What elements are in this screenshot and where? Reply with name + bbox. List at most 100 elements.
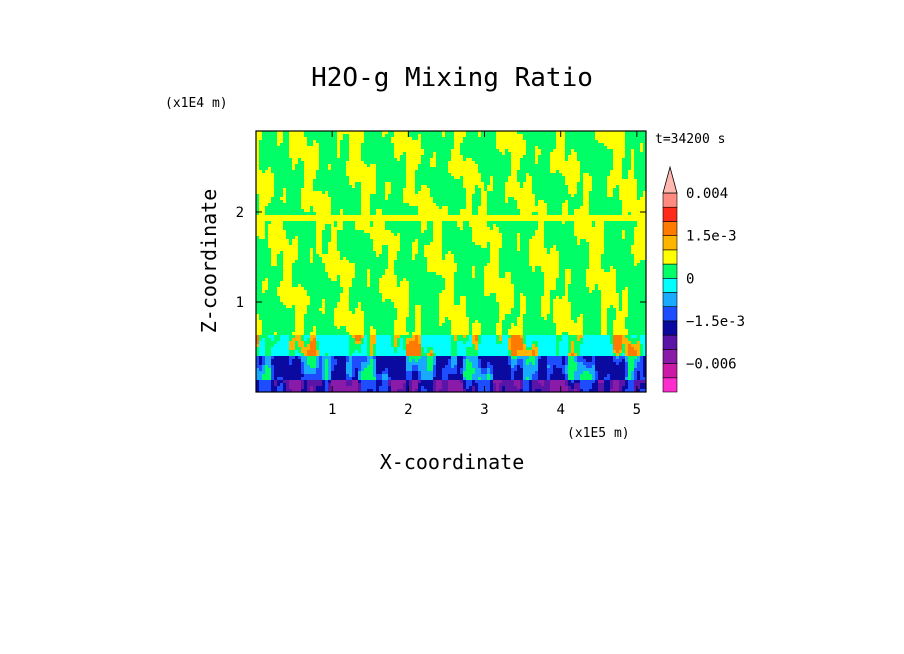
field-cell [406, 203, 410, 207]
field-cell [406, 155, 410, 159]
field-cell [319, 209, 323, 213]
field-cell [547, 215, 551, 219]
field-cell [373, 158, 377, 162]
field-cell [319, 149, 323, 153]
field-cell [292, 224, 296, 228]
field-cell [265, 242, 269, 246]
field-cell [307, 224, 311, 228]
field-cell [580, 137, 584, 141]
field-cell [466, 185, 470, 189]
field-cell [619, 158, 623, 162]
field-cell [457, 194, 461, 198]
field-cell [355, 242, 359, 246]
field-cell [400, 149, 404, 153]
field-cell [574, 149, 578, 153]
field-cell [403, 185, 407, 189]
field-cell [376, 134, 380, 138]
field-cell [487, 209, 491, 213]
field-cell [256, 242, 260, 246]
field-cell [304, 209, 308, 213]
field-cell [610, 197, 614, 201]
field-cell [367, 143, 371, 147]
field-cell [370, 215, 374, 219]
field-cell [634, 167, 638, 171]
field-cell [436, 191, 440, 195]
field-cell [565, 191, 569, 195]
field-cell [529, 185, 533, 189]
field-cell [424, 239, 428, 243]
field-cell [520, 230, 524, 234]
field-cell [268, 143, 272, 147]
field-cell [583, 212, 587, 216]
field-cell [484, 239, 488, 243]
field-cell [475, 182, 479, 186]
field-cell [544, 197, 548, 201]
field-cell [520, 221, 524, 225]
field-cell [430, 149, 434, 153]
field-cell [256, 158, 260, 162]
field-cell [424, 206, 428, 210]
field-cell [457, 185, 461, 189]
field-cell [586, 200, 590, 204]
field-cell [331, 188, 335, 192]
field-cell [412, 155, 416, 159]
field-cell [559, 200, 563, 204]
field-cell [529, 239, 533, 243]
field-cell [502, 218, 506, 222]
field-cell [553, 140, 557, 144]
field-cell [613, 182, 617, 186]
field-cell [388, 185, 392, 189]
field-cell [331, 218, 335, 222]
field-cell [613, 158, 617, 162]
field-cell [439, 176, 443, 180]
field-cell [484, 152, 488, 156]
field-cell [622, 203, 626, 207]
field-cell [538, 164, 542, 168]
field-cell [340, 176, 344, 180]
field-cell [637, 176, 641, 180]
field-cell [586, 215, 590, 219]
field-cell [328, 158, 332, 162]
field-cell [286, 179, 290, 183]
field-cell [379, 134, 383, 138]
field-cell [256, 215, 260, 219]
field-cell [355, 173, 359, 177]
field-cell [484, 230, 488, 234]
field-cell [553, 173, 557, 177]
field-cell [289, 200, 293, 204]
field-cell [640, 236, 644, 240]
field-cell [295, 167, 299, 171]
field-cell [445, 200, 449, 204]
field-cell [559, 206, 563, 210]
field-cell [433, 149, 437, 153]
field-cell [280, 200, 284, 204]
field-cell [382, 185, 386, 189]
field-cell [499, 218, 503, 222]
field-cell [301, 131, 305, 135]
field-cell [355, 137, 359, 141]
field-cell [373, 227, 377, 231]
field-cell [382, 152, 386, 156]
field-cell [466, 227, 470, 231]
field-cell [529, 140, 533, 144]
field-cell [592, 131, 596, 135]
field-cell [559, 197, 563, 201]
field-cell [562, 149, 566, 153]
field-cell [517, 218, 521, 222]
field-cell [358, 236, 362, 240]
field-cell [550, 182, 554, 186]
field-cell [259, 146, 263, 150]
field-cell [592, 179, 596, 183]
field-cell [436, 155, 440, 159]
field-cell [283, 233, 287, 237]
field-cell [388, 218, 392, 222]
field-cell [271, 173, 275, 177]
field-cell [589, 161, 593, 165]
field-cell [445, 173, 449, 177]
field-cell [481, 218, 485, 222]
field-cell [433, 164, 437, 168]
field-cell [520, 197, 524, 201]
field-cell [400, 212, 404, 216]
field-cell [571, 167, 575, 171]
field-cell [586, 143, 590, 147]
